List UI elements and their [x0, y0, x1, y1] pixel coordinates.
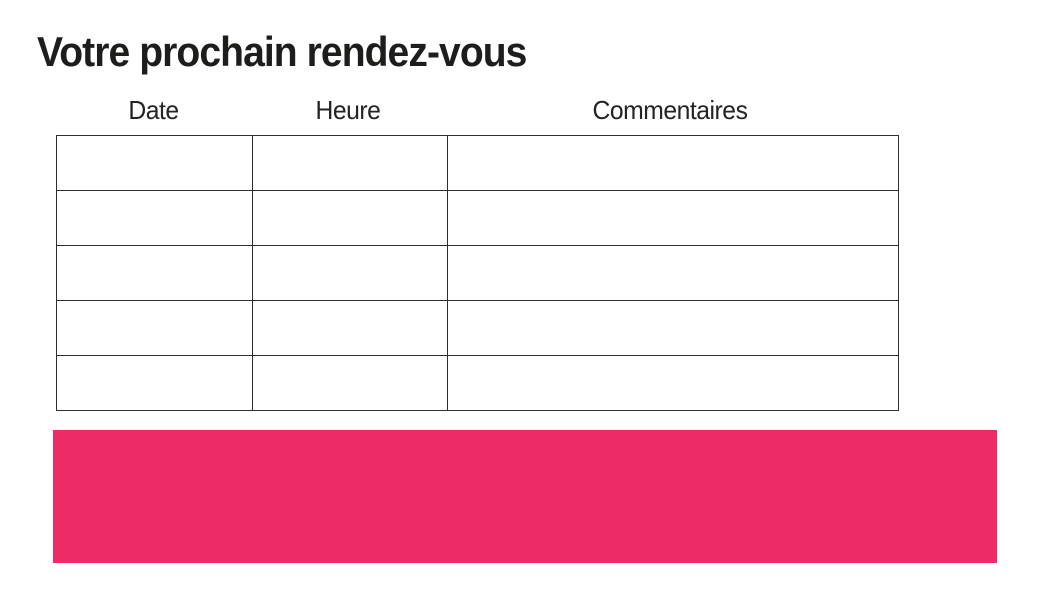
table-row: [56, 190, 899, 246]
table-cell-commentaires: [447, 300, 899, 356]
table-cell-heure: [252, 300, 448, 356]
appointment-table: [56, 135, 899, 411]
appointment-table-body: [56, 135, 899, 411]
table-cell-commentaires: [447, 135, 899, 191]
table-cell-date: [56, 135, 253, 191]
table-row: [56, 245, 899, 301]
column-header-heure: Heure: [315, 94, 381, 125]
table-cell-heure: [252, 135, 448, 191]
table-cell-commentaires: [447, 245, 899, 301]
table-row: [56, 355, 899, 411]
table-cell-date: [56, 300, 253, 356]
table-cell-heure: [252, 355, 448, 411]
table-cell-date: [56, 355, 253, 411]
column-header-commentaires: Commentaires: [592, 94, 748, 125]
column-header-date: Date: [128, 94, 179, 125]
table-cell-date: [56, 190, 253, 246]
table-row: [56, 300, 899, 356]
table-row: [56, 135, 899, 191]
table-cell-commentaires: [447, 190, 899, 246]
table-cell-date: [56, 245, 253, 301]
pink-banner: [53, 430, 997, 563]
table-cell-heure: [252, 245, 448, 301]
table-cell-heure: [252, 190, 448, 246]
table-cell-commentaires: [447, 355, 899, 411]
table-header-row: Date Heure Commentaires: [56, 92, 895, 128]
page-title: Votre prochain rendez-vous: [37, 28, 527, 75]
